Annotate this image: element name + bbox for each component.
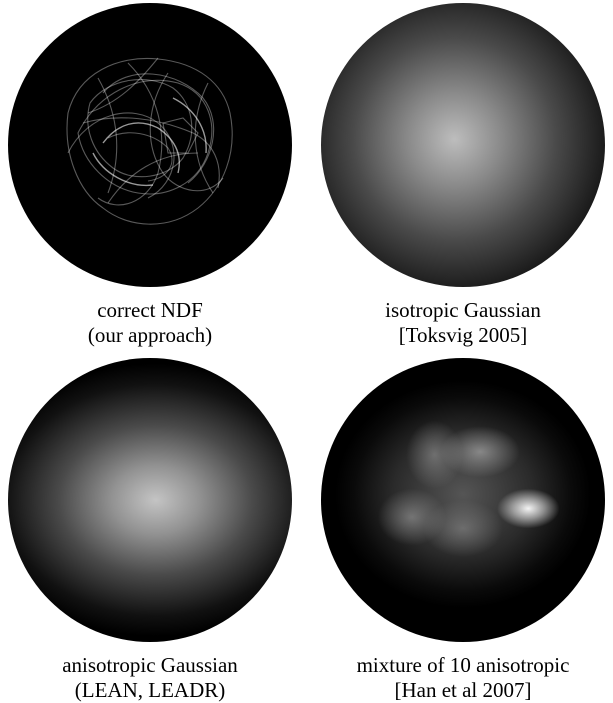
ndf-image-isotropic (321, 3, 605, 287)
ndf-image-mixture (321, 358, 605, 642)
ndf-image-correct (8, 3, 292, 287)
caption-line1: anisotropic Gaussian (62, 653, 238, 677)
caption-line1: correct NDF (97, 298, 203, 322)
caption-correct-ndf: correct NDF (our approach) (0, 298, 300, 348)
caption-line2: [Han et al 2007] (394, 678, 532, 702)
caption-anisotropic-gaussian: anisotropic Gaussian (LEAN, LEADR) (0, 653, 300, 703)
caption-isotropic-gaussian: isotropic Gaussian [Toksvig 2005] (313, 298, 613, 348)
ndf-image-anisotropic (8, 358, 292, 642)
caption-line2: [Toksvig 2005] (398, 323, 528, 347)
caption-line1: mixture of 10 anisotropic (356, 653, 570, 677)
caption-line2: (LEAN, LEADR) (74, 678, 226, 702)
caption-line2: (our approach) (87, 323, 213, 347)
caption-mixture-anisotropic: mixture of 10 anisotropic [Han et al 200… (313, 653, 613, 703)
caption-line1: isotropic Gaussian (385, 298, 541, 322)
